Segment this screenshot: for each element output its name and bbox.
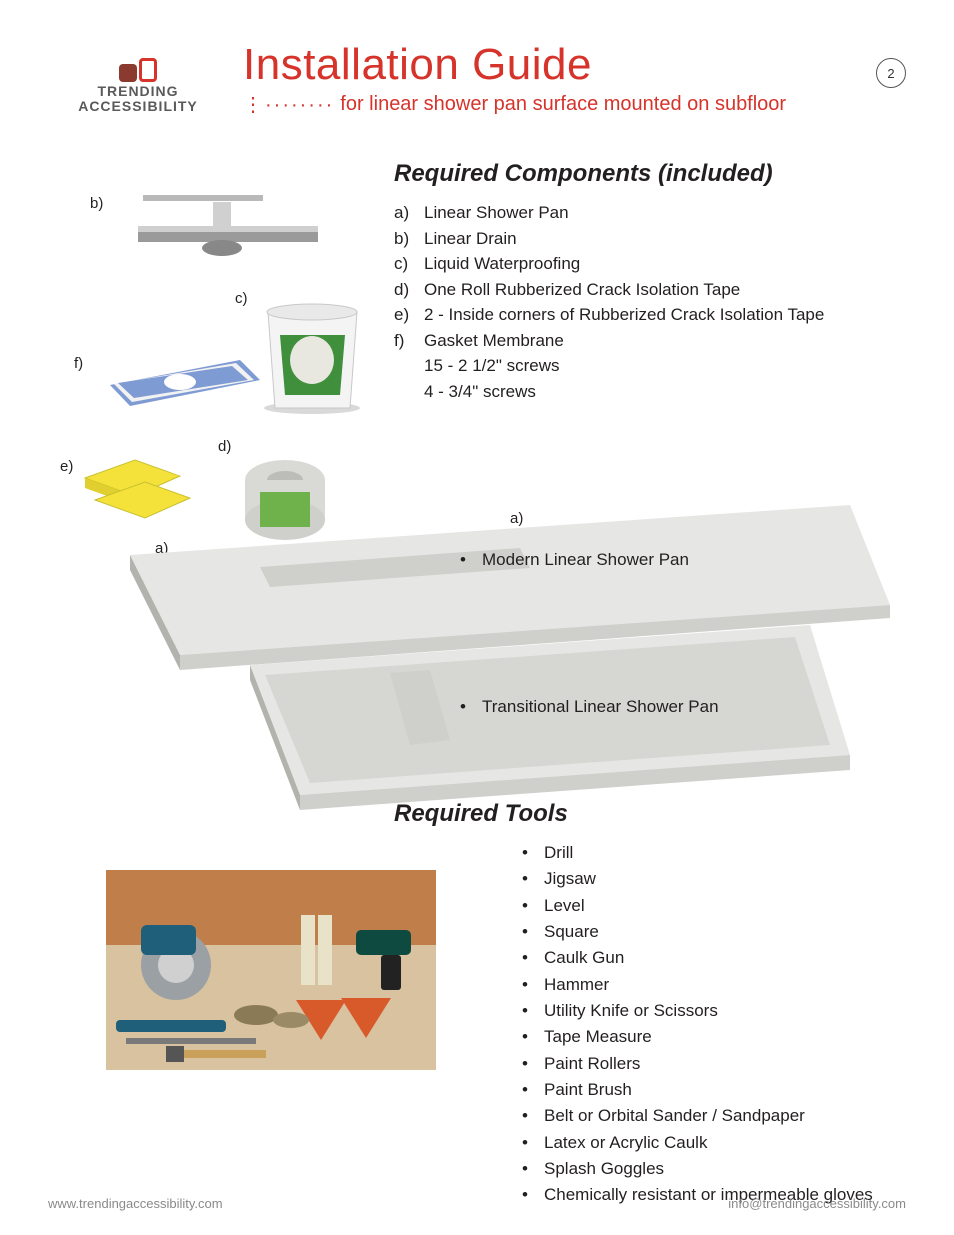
tool-label: Jigsaw (544, 866, 596, 892)
tool-label: Drill (544, 840, 573, 866)
page-number-badge: 2 (876, 58, 906, 88)
tag-f: f) (74, 355, 83, 372)
component-item: f)Gasket Membrane (394, 328, 894, 354)
bullet-icon: • (522, 1077, 544, 1103)
tools-list: •Drill•Jigsaw•Level•Square•Caulk Gun•Ham… (522, 840, 884, 1209)
tool-item: •Caulk Gun (522, 945, 884, 971)
required-tools-heading: Required Tools (394, 800, 884, 828)
subtitle-text: for linear shower pan surface mounted on… (340, 93, 786, 115)
component-item: c)Liquid Waterproofing (394, 251, 894, 277)
tool-label: Splash Goggles (544, 1156, 664, 1182)
tool-item: •Square (522, 919, 884, 945)
logo-text-line1: TRENDING (48, 84, 228, 99)
component-key: c) (394, 251, 424, 277)
tools-photo-icon (106, 870, 436, 1070)
tool-label: Level (544, 893, 585, 919)
components-list: a)Linear Shower Panb)Linear Drainc)Liqui… (394, 200, 894, 404)
linear-drain-icon (138, 190, 318, 260)
component-key: b) (394, 226, 424, 252)
component-item: d)One Roll Rubberized Crack Isolation Ta… (394, 277, 894, 303)
tool-item: •Paint Rollers (522, 1051, 884, 1077)
shower-pan-diagram: a) a) •Modern Linear Shower Pan •Transit… (90, 495, 890, 815)
footer-email: info@trendingaccessibility.com (728, 1196, 906, 1211)
required-tools-section: Required Tools •Drill•Jigsaw•Level•Squar… (394, 800, 884, 1209)
gasket-membrane-icon (110, 340, 260, 410)
transitional-pan-text: Transitional Linear Shower Pan (482, 697, 719, 717)
modern-pan-label: •Modern Linear Shower Pan (460, 550, 689, 570)
tool-label: Caulk Gun (544, 945, 624, 971)
tool-item: •Tape Measure (522, 1024, 884, 1050)
page-footer: www.trendingaccessibility.com info@trend… (48, 1196, 906, 1211)
tool-label: Tape Measure (544, 1024, 652, 1050)
bullet-icon: • (522, 972, 544, 998)
bullet-icon: • (522, 1024, 544, 1050)
tool-label: Latex or Acrylic Caulk (544, 1130, 707, 1156)
tool-item: •Drill (522, 840, 884, 866)
component-key: f) (394, 328, 424, 354)
component-label: Liquid Waterproofing (424, 251, 580, 277)
footer-website: www.trendingaccessibility.com (48, 1196, 223, 1211)
tool-item: •Belt or Orbital Sander / Sandpaper (522, 1103, 884, 1129)
modern-pan-text: Modern Linear Shower Pan (482, 550, 689, 570)
bullet-icon: • (522, 1130, 544, 1156)
tag-b: b) (90, 195, 103, 212)
tool-item: •Hammer (522, 972, 884, 998)
dotted-divider-icon: ⋮········ (243, 92, 334, 117)
tool-label: Square (544, 919, 599, 945)
brand-logo: TRENDING ACCESSIBILITY (48, 58, 228, 113)
tool-item: •Paint Brush (522, 1077, 884, 1103)
page-header: TRENDING ACCESSIBILITY Installation Guid… (48, 40, 906, 135)
component-label: One Roll Rubberized Crack Isolation Tape (424, 277, 740, 303)
transitional-pan-label: •Transitional Linear Shower Pan (460, 697, 719, 717)
tool-item: •Level (522, 893, 884, 919)
component-item: e)2 - Inside corners of Rubberized Crack… (394, 302, 894, 328)
liquid-waterproofing-icon (260, 300, 365, 415)
component-item: a)Linear Shower Pan (394, 200, 894, 226)
required-components-section: Required Components (included) a)Linear … (394, 160, 894, 404)
bullet-icon: • (522, 893, 544, 919)
tag-c: c) (235, 290, 248, 307)
bullet-icon: • (522, 998, 544, 1024)
page-subtitle: ⋮········ for linear shower pan surface m… (243, 92, 846, 117)
logo-mark-icon (119, 58, 157, 82)
bullet-icon: • (522, 919, 544, 945)
tool-label: Belt or Orbital Sander / Sandpaper (544, 1103, 805, 1129)
logo-text-line2: ACCESSIBILITY (48, 99, 228, 114)
tag-d: d) (218, 438, 231, 455)
component-subitem: 4 - 3/4" screws (424, 379, 894, 405)
component-label: Linear Shower Pan (424, 200, 569, 226)
shower-pans-icon (90, 495, 890, 815)
component-label: Linear Drain (424, 226, 517, 252)
component-label: Gasket Membrane (424, 328, 564, 354)
component-key: a) (394, 200, 424, 226)
component-label: 2 - Inside corners of Rubberized Crack I… (424, 302, 824, 328)
bullet-icon: • (522, 945, 544, 971)
bullet-icon: • (522, 1051, 544, 1077)
component-subitem: 15 - 2 1/2" screws (424, 353, 894, 379)
required-components-heading: Required Components (included) (394, 160, 894, 188)
bullet-icon: • (522, 840, 544, 866)
tool-label: Utility Knife or Scissors (544, 998, 718, 1024)
page-number: 2 (887, 66, 894, 81)
tool-label: Hammer (544, 972, 609, 998)
page-title: Installation Guide (243, 40, 846, 90)
tool-label: Paint Rollers (544, 1051, 640, 1077)
tool-item: •Utility Knife or Scissors (522, 998, 884, 1024)
title-block: Installation Guide ⋮········ for linear s… (243, 40, 846, 117)
tool-item: •Latex or Acrylic Caulk (522, 1130, 884, 1156)
tag-e: e) (60, 458, 73, 475)
component-item: b)Linear Drain (394, 226, 894, 252)
component-key: d) (394, 277, 424, 303)
tool-item: •Splash Goggles (522, 1156, 884, 1182)
bullet-icon: • (522, 1103, 544, 1129)
component-key: e) (394, 302, 424, 328)
tool-item: •Jigsaw (522, 866, 884, 892)
bullet-icon: • (522, 866, 544, 892)
tool-label: Paint Brush (544, 1077, 632, 1103)
bullet-icon: • (522, 1156, 544, 1182)
